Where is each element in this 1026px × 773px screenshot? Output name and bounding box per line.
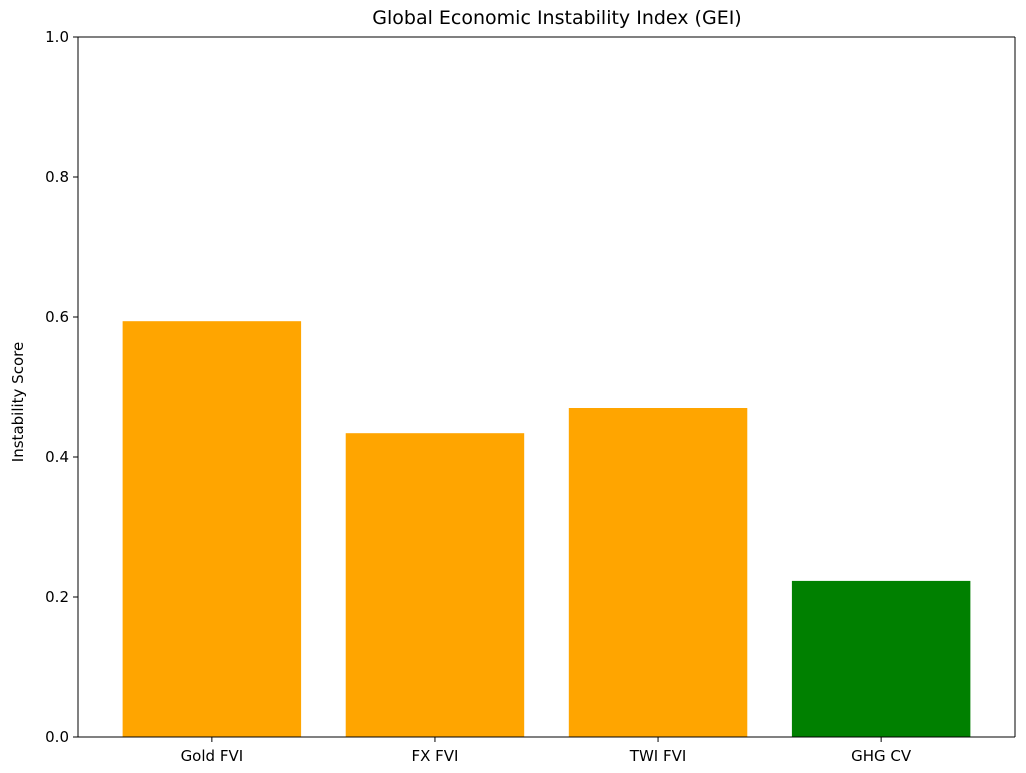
y-tick-label: 0.2 (45, 588, 69, 606)
x-tick-label: FX FVI (411, 747, 458, 765)
x-ticks-group: Gold FVI FX FVI TWI FVI GHG CV (181, 737, 912, 765)
y-tick-label: 0.4 (45, 448, 69, 466)
bar-3 (568, 408, 748, 737)
y-axis-label: Instability Score (9, 342, 27, 462)
bar-1 (122, 321, 302, 737)
y-ticks-group: 0.0 0.2 0.4 0.6 0.8 1.0 (45, 28, 78, 746)
y-tick-label: 0.6 (45, 308, 69, 326)
y-tick-label: 0.0 (45, 728, 69, 746)
x-tick-label: GHG CV (851, 747, 912, 765)
bars-group (122, 321, 971, 737)
y-tick-label: 0.8 (45, 168, 69, 186)
bar-4 (791, 580, 971, 737)
x-tick-label: TWI FVI (629, 747, 687, 765)
axes-frame (77, 36, 1016, 738)
y-tick-label: 1.0 (45, 28, 69, 46)
chart-title: Global Economic Instability Index (GEI) (372, 7, 741, 29)
bar-2 (345, 433, 525, 737)
x-tick-label: Gold FVI (181, 747, 244, 765)
